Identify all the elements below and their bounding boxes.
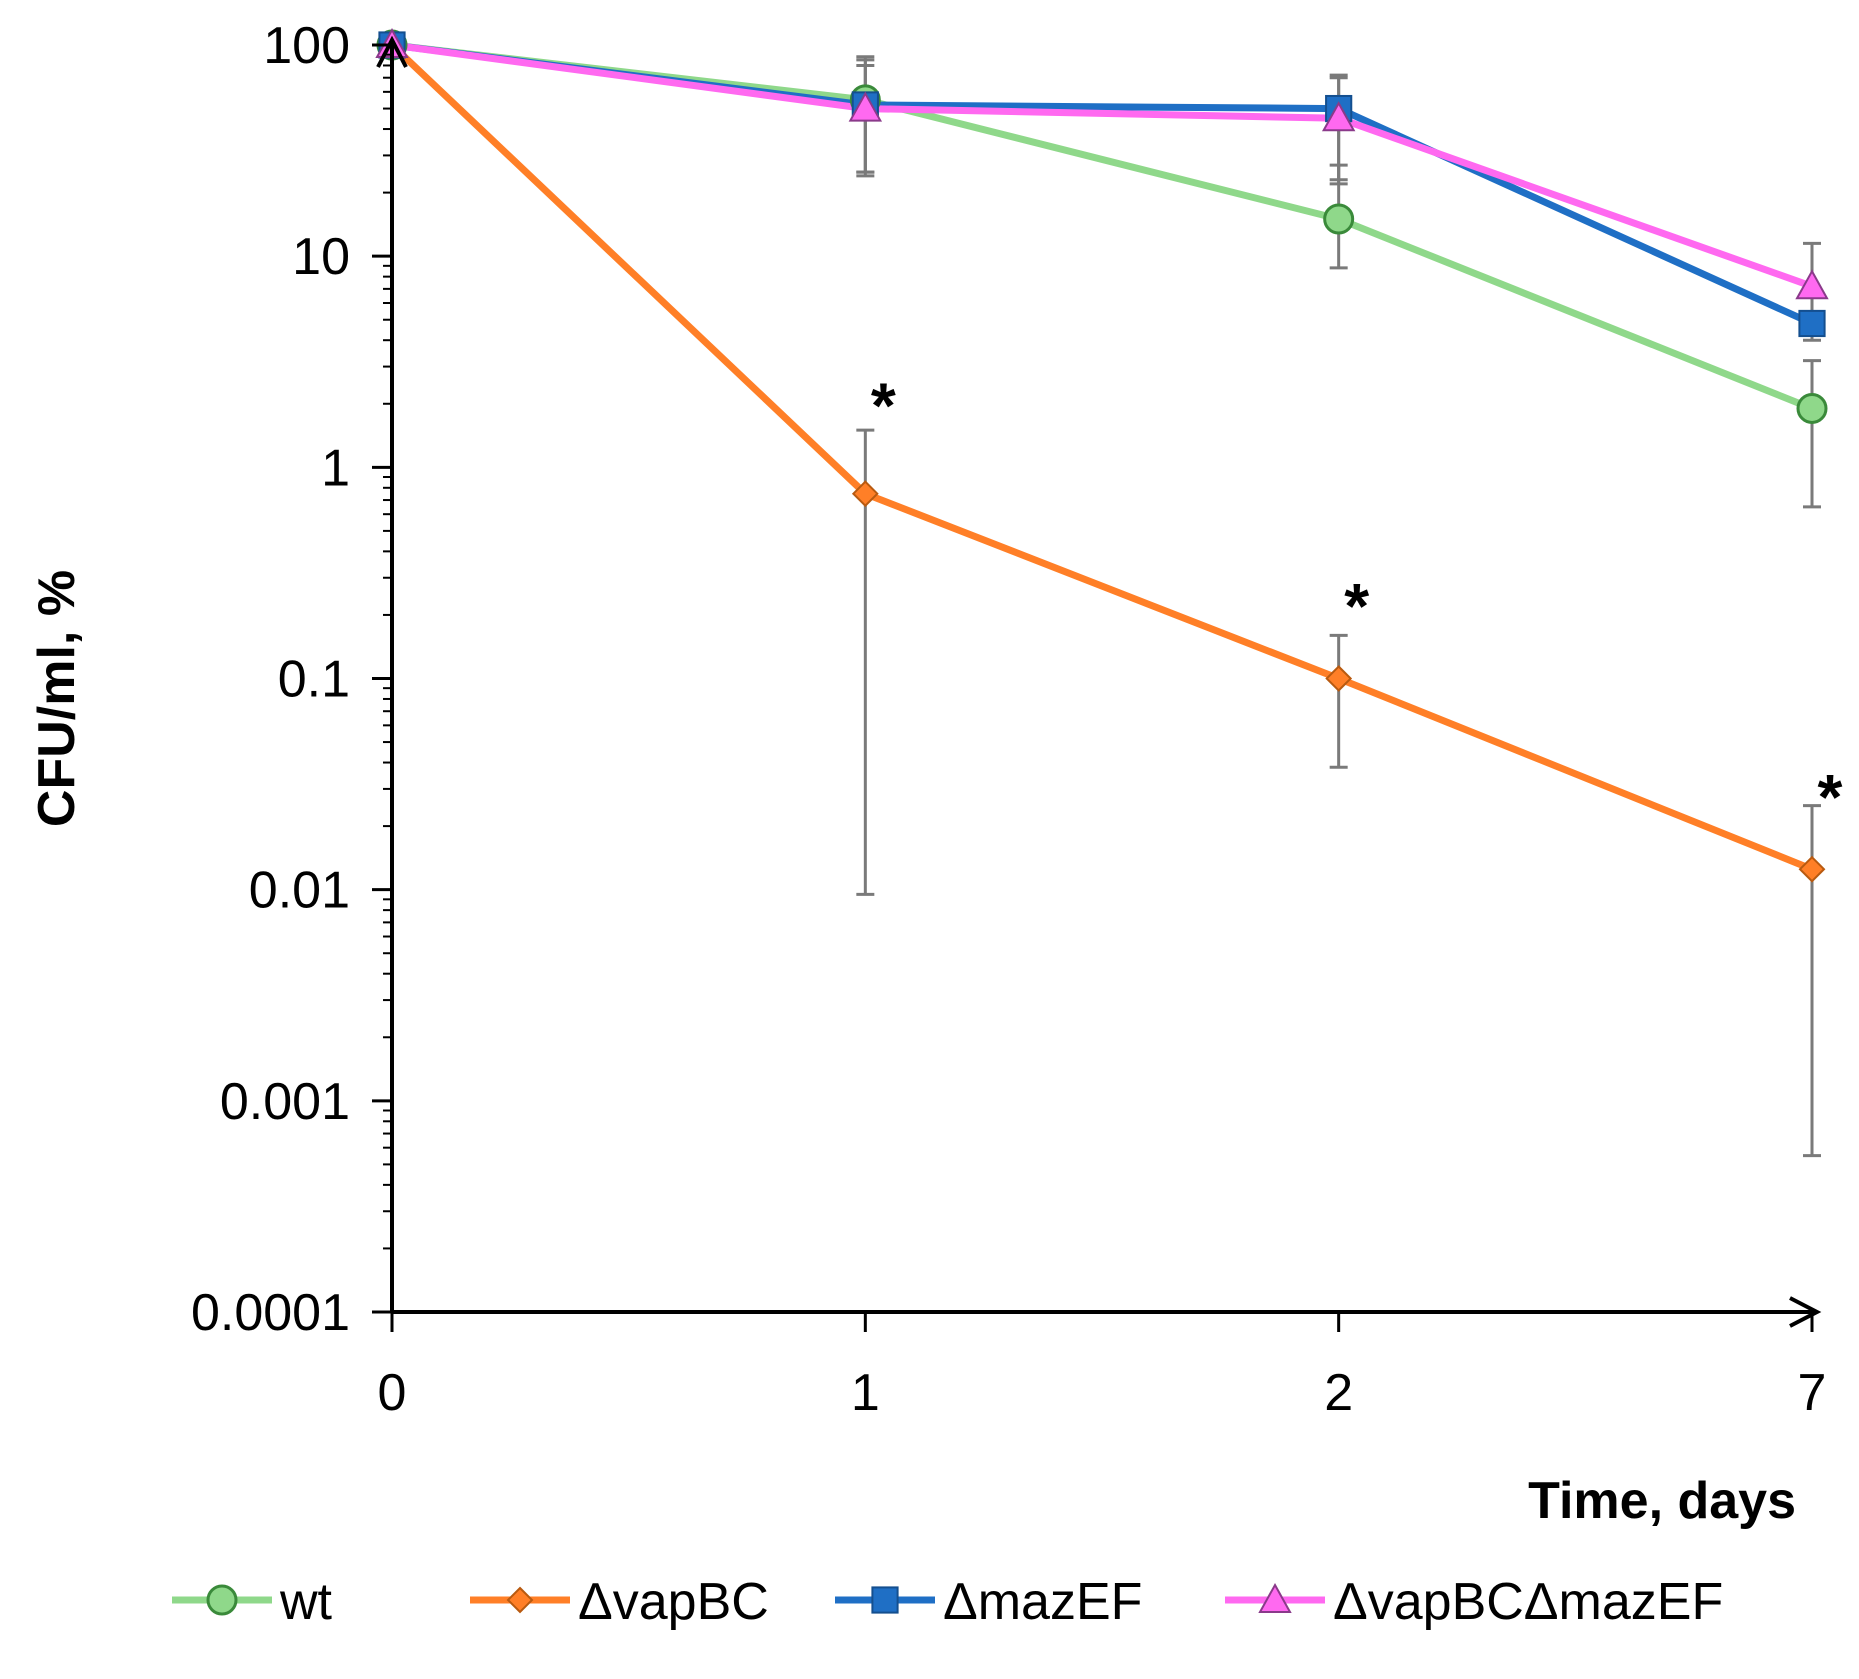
series-line — [391, 41, 1814, 290]
data-point — [1325, 665, 1353, 692]
y-tick-label: 0.0001 — [191, 1284, 350, 1342]
axes — [372, 35, 1822, 1332]
legend-label: ΔmazEF — [943, 1573, 1142, 1631]
x-tick-label: 7 — [1798, 1364, 1827, 1422]
y-tick-label: 100 — [263, 17, 350, 75]
legend-item: wt — [172, 1573, 333, 1631]
legend-marker — [871, 1586, 899, 1614]
series-line — [391, 41, 1814, 327]
tick-labels: 0.0001 0.001 0.01 0.1 1 10 100 0 1 2 7 — [191, 17, 1827, 1422]
legend-item: ΔvapBCΔmazEF — [1225, 1573, 1723, 1631]
significance-asterisk: * — [1344, 570, 1369, 642]
y-tick-label: 1 — [321, 439, 350, 497]
series-line — [389, 42, 1814, 873]
x-tick-label: 1 — [851, 1364, 880, 1422]
legend-item: ΔmazEF — [835, 1573, 1142, 1631]
data-point — [1796, 392, 1828, 424]
data-point — [1323, 203, 1355, 235]
legend-label: ΔvapBCΔmazEF — [1333, 1573, 1723, 1631]
y-tick-label: 0.001 — [220, 1073, 350, 1131]
series-lines — [389, 41, 1814, 873]
x-axis-title: Time, days — [1528, 1472, 1796, 1530]
legend-marker — [506, 1586, 534, 1614]
data-point — [1798, 309, 1826, 338]
significance-asterisk: * — [871, 369, 896, 441]
legend-item: ΔvapBC — [470, 1573, 769, 1631]
annotations: * * * — [871, 369, 1843, 832]
y-axis-title: CFU/ml, % — [28, 570, 86, 827]
data-point — [851, 480, 879, 508]
data-point — [1798, 855, 1826, 883]
legend-label: ΔvapBC — [578, 1573, 769, 1631]
significance-asterisk: * — [1818, 761, 1843, 833]
data-point — [848, 91, 883, 122]
x-tick-label: 0 — [378, 1364, 407, 1422]
legend-marker — [1258, 1582, 1292, 1613]
x-tick-label: 2 — [1324, 1364, 1353, 1422]
y-tick-label: 0.01 — [249, 862, 350, 920]
data-point — [1321, 101, 1356, 132]
x-axis-arrow — [1789, 1296, 1822, 1328]
data-point — [1795, 269, 1829, 300]
y-axis-arrow — [376, 35, 408, 68]
legend-marker — [206, 1584, 238, 1616]
y-tick-label: 10 — [292, 228, 350, 286]
legend: wt ΔvapBC ΔmazEF ΔvapBCΔmazEF — [172, 1573, 1723, 1631]
legend-label: wt — [279, 1573, 333, 1631]
y-tick-label: 0.1 — [278, 651, 350, 709]
